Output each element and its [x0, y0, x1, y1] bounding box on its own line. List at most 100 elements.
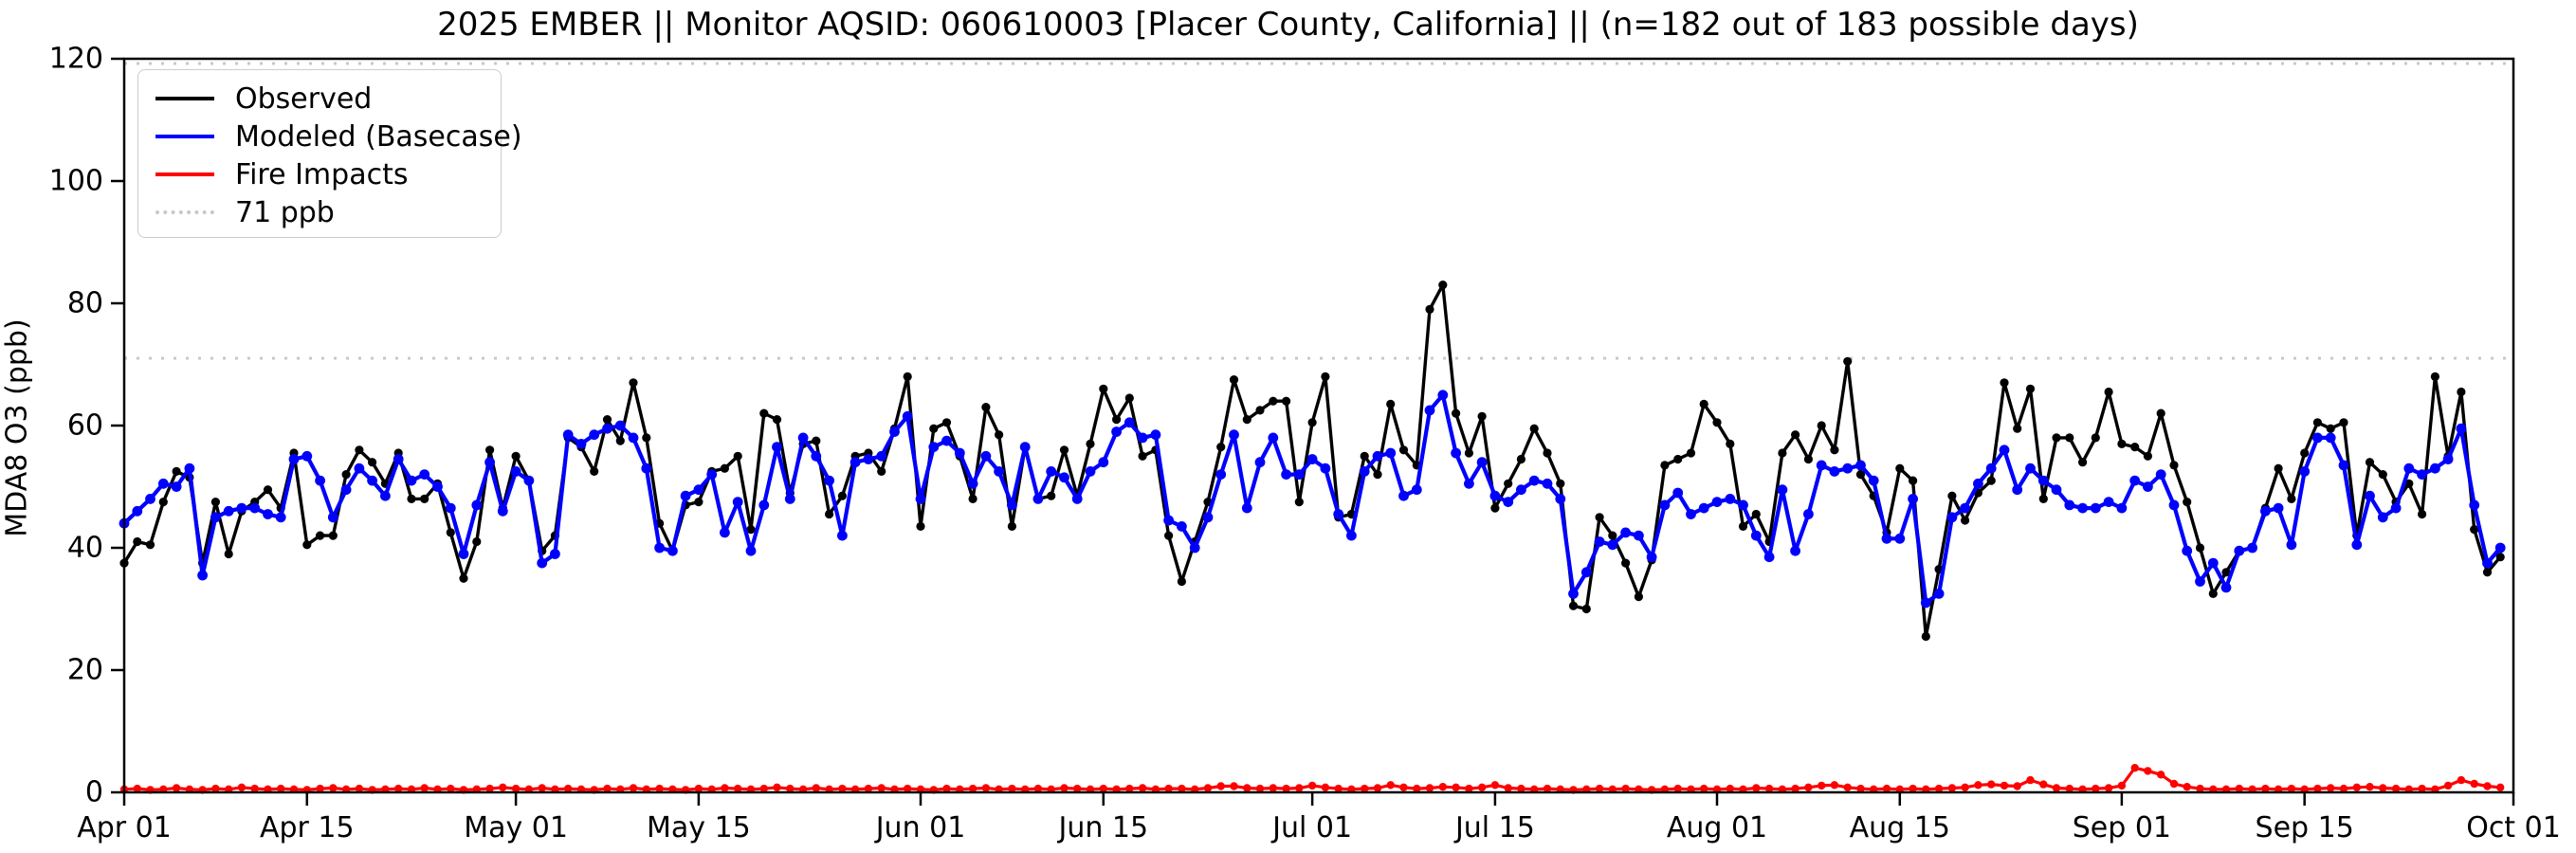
data-point-marker: [733, 451, 742, 461]
data-point-marker: [275, 512, 286, 523]
x-tick-label: Apr 15: [259, 811, 355, 844]
data-point-marker: [590, 466, 599, 476]
data-point-marker: [2339, 418, 2348, 427]
data-point-marker: [1556, 479, 1565, 488]
data-point-marker: [1987, 780, 1996, 789]
data-point-marker: [2418, 509, 2427, 519]
data-point-marker: [1543, 448, 1552, 458]
data-point-marker: [1817, 421, 1826, 430]
data-point-marker: [1073, 784, 1082, 793]
data-point-marker: [1046, 466, 1057, 477]
data-point-marker: [1726, 784, 1735, 793]
data-point-marker: [2195, 576, 2205, 587]
data-point-marker: [1803, 509, 1814, 519]
data-point-marker: [694, 498, 703, 507]
data-point-marker: [1033, 784, 1043, 793]
data-point-marker: [1909, 476, 1918, 485]
data-point-marker: [355, 784, 364, 793]
data-point-marker: [1333, 509, 1344, 519]
data-point-marker: [2313, 784, 2322, 793]
data-point-marker: [2403, 463, 2415, 474]
data-point-marker: [172, 466, 181, 476]
legend-item-threshold: 71 ppb: [155, 193, 501, 231]
data-point-marker: [589, 429, 600, 441]
data-point-marker: [720, 527, 730, 538]
data-point-marker: [340, 484, 352, 496]
data-point-marker: [316, 784, 324, 793]
data-point-marker: [864, 784, 873, 793]
data-point-marker: [1178, 784, 1186, 793]
data-point-marker: [133, 536, 142, 547]
data-point-marker: [1255, 406, 1265, 415]
data-point-marker: [904, 784, 912, 793]
data-point-marker: [1451, 447, 1461, 459]
data-point-marker: [2051, 484, 2062, 496]
data-point-marker: [1059, 472, 1069, 483]
data-point-marker: [1320, 463, 1331, 474]
data-point-marker: [1712, 418, 1722, 427]
data-point-marker: [655, 784, 664, 793]
legend-label-modeled: Modeled (Basecase): [235, 119, 522, 154]
data-point-marker: [2299, 466, 2311, 477]
data-point-marker: [1438, 281, 1448, 290]
data-point-marker: [1698, 502, 1709, 514]
data-point-marker: [2143, 481, 2153, 492]
data-point-marker: [211, 784, 220, 793]
data-point-marker: [1177, 576, 1186, 587]
legend-label-observed: Observed: [235, 82, 373, 116]
data-point-marker: [602, 415, 612, 425]
data-point-marker: [1229, 375, 1239, 385]
data-point-marker: [523, 475, 535, 486]
data-point-marker: [2235, 784, 2243, 793]
data-point-marker: [197, 570, 209, 581]
data-point-marker: [629, 378, 638, 388]
data-point-marker: [876, 450, 887, 462]
data-point-marker: [929, 424, 939, 433]
data-point-marker: [1699, 399, 1708, 408]
data-point-marker: [2195, 543, 2205, 553]
data-point-marker: [2196, 784, 2204, 793]
data-point-marker: [1098, 457, 1109, 468]
data-point-marker: [1490, 503, 1500, 513]
y-tick-label: 80: [66, 286, 103, 320]
data-point-marker: [511, 451, 521, 461]
data-point-marker: [2351, 539, 2363, 551]
data-point-marker: [1452, 783, 1460, 791]
data-point-marker: [2312, 432, 2323, 444]
data-point-marker: [1843, 356, 1853, 366]
data-point-marker: [967, 478, 978, 489]
data-point-marker: [2104, 784, 2113, 792]
data-point-marker: [603, 784, 612, 793]
data-point-marker: [1608, 531, 1617, 540]
data-point-marker: [2261, 784, 2270, 793]
data-point-marker: [797, 432, 809, 444]
data-point-marker: [1818, 781, 1826, 790]
data-point-marker: [2327, 784, 2335, 792]
data-point-marker: [2065, 784, 2074, 793]
x-tick-label: Jun 01: [875, 811, 966, 844]
data-point-marker: [1425, 784, 1434, 792]
data-point-marker: [1163, 515, 1174, 526]
data-point-marker: [2078, 458, 2088, 467]
data-point-marker: [2065, 433, 2074, 443]
data-point-marker: [420, 784, 429, 792]
data-point-marker: [171, 481, 182, 492]
modeled-line-swatch: [155, 135, 214, 138]
data-point-marker: [981, 784, 991, 792]
data-point-marker: [825, 509, 834, 519]
data-point-marker: [1986, 476, 1996, 485]
data-point-marker: [812, 784, 820, 792]
data-point-marker: [1607, 539, 1618, 551]
data-point-marker: [132, 505, 143, 517]
data-point-marker: [2026, 775, 2035, 785]
data-point-marker: [1921, 631, 1930, 642]
data-point-marker: [1634, 592, 1643, 602]
data-point-marker: [1960, 502, 1971, 514]
data-point-marker: [1895, 463, 1905, 473]
data-point-marker: [1503, 497, 1514, 507]
data-point-marker: [511, 784, 521, 793]
data-point-marker: [1465, 784, 1473, 793]
data-point-marker: [1321, 783, 1330, 791]
data-point-marker: [2482, 557, 2493, 569]
